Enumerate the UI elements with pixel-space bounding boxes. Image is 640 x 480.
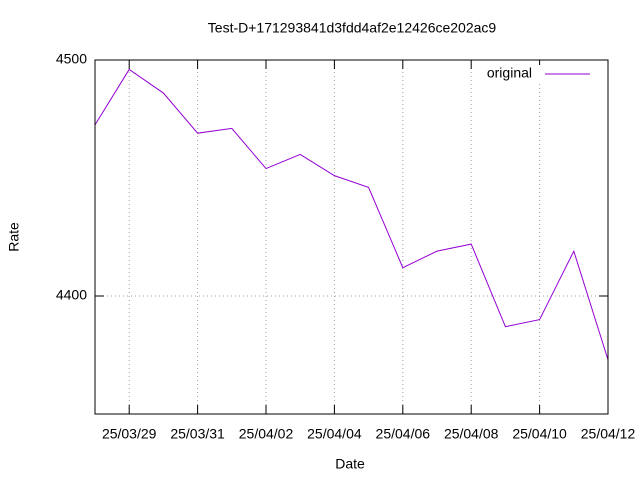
y-axis-label: Rate — [6, 222, 22, 252]
x-tick-label: 25/03/31 — [170, 426, 225, 442]
x-tick-label: 25/04/06 — [376, 426, 431, 442]
x-tick-label: 25/04/08 — [444, 426, 499, 442]
x-tick-label: 25/04/04 — [307, 426, 362, 442]
chart-title: Test-D+171293841d3fdd4af2e12426ce202ac9 — [208, 20, 497, 36]
plot-border — [94, 59, 609, 415]
data-line — [94, 68, 609, 360]
x-tick-label: 25/04/12 — [581, 426, 636, 442]
legend-label: original — [487, 65, 532, 81]
x-tick-label: 25/04/10 — [512, 426, 567, 442]
x-axis-label: Date — [335, 456, 365, 472]
x-tick-label: 25/03/29 — [102, 426, 157, 442]
x-tick-label: 25/04/02 — [239, 426, 294, 442]
legend-background — [474, 65, 600, 83]
y-tick-label: 4500 — [56, 51, 87, 67]
y-tick-label: 4400 — [56, 287, 87, 303]
